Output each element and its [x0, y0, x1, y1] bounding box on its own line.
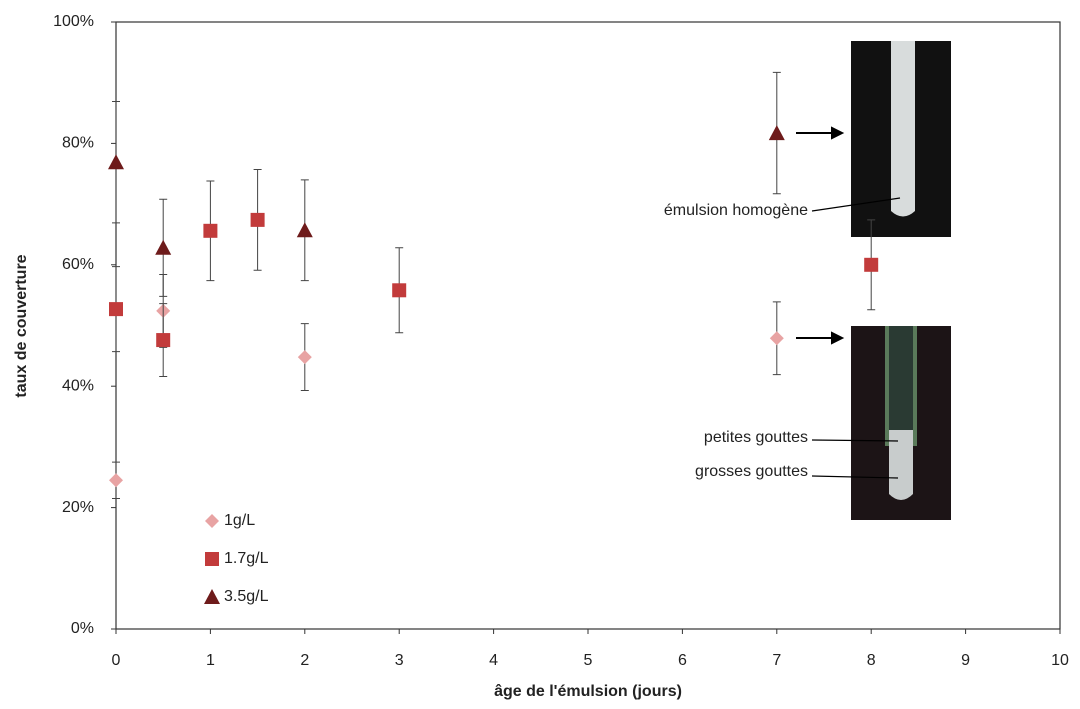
point — [864, 257, 879, 272]
x-tick-label: 5 — [584, 652, 593, 669]
x-tick-label: 3 — [395, 652, 404, 669]
x-tick-label: 8 — [867, 652, 876, 669]
x-tick-label: 1 — [206, 652, 215, 669]
y-tick-label: 40% — [62, 377, 94, 394]
x-tick-label: 9 — [961, 652, 970, 669]
point — [108, 154, 124, 170]
annotation: grosses gouttes — [695, 463, 808, 480]
legend-marker — [204, 589, 220, 604]
point — [155, 239, 172, 255]
point — [156, 333, 171, 348]
legend-marker — [205, 552, 219, 566]
legend-marker — [205, 514, 219, 528]
x-tick-label: 7 — [772, 652, 781, 669]
legend-label: 3.5g/L — [224, 588, 269, 605]
legend-label: 1g/L — [224, 512, 255, 529]
x-tick-label: 10 — [1051, 652, 1069, 669]
arrows — [796, 126, 845, 345]
y-tick-label: 0% — [71, 620, 94, 637]
x-tick-label: 4 — [489, 652, 498, 669]
y-tick-label: 60% — [62, 256, 94, 273]
point — [769, 331, 784, 346]
point — [203, 223, 218, 238]
y-tick-label: 100% — [53, 13, 94, 30]
y-tick-label: 20% — [62, 499, 94, 516]
point — [768, 125, 785, 141]
point — [250, 212, 265, 227]
point — [297, 350, 312, 365]
photo-drops — [851, 326, 951, 520]
point — [392, 283, 407, 298]
annotation: petites gouttes — [704, 429, 808, 446]
x-tick-label: 2 — [300, 652, 309, 669]
y-axis-label: taux de couverture — [13, 254, 30, 397]
x-tick-label: 0 — [112, 652, 121, 669]
annotation-lines — [811, 197, 901, 479]
x-tick-label: 6 — [678, 652, 687, 669]
point — [109, 473, 123, 488]
annotation: émulsion homogène — [664, 202, 808, 219]
y-tick-label: 80% — [62, 135, 94, 152]
x-axis-label: âge de l'émulsion (jours) — [494, 683, 682, 700]
point — [296, 222, 313, 238]
photo-homogeneous — [851, 41, 951, 237]
legend-label: 1.7g/L — [224, 550, 269, 567]
point — [109, 302, 123, 317]
